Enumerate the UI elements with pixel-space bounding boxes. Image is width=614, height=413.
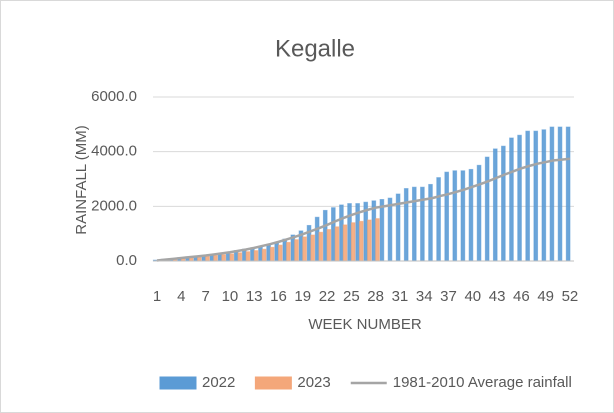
bar [266,244,271,262]
bar [245,251,251,262]
line [156,157,571,262]
bar [411,186,417,262]
chart-title: Kegalle [275,35,355,62]
legend-swatch [159,376,197,390]
bar [525,130,530,262]
bar [326,229,332,262]
bar [310,234,316,262]
bar [318,231,324,262]
bar [436,177,441,262]
x-tick-label: 43 [489,288,506,305]
bar [541,129,547,262]
x-tick-label: 4 [177,288,185,305]
x-tick-label: 16 [270,288,287,305]
x-axis-title: WEEK NUMBER [308,316,422,333]
x-tick-label: 1 [153,288,161,305]
bar [261,248,267,262]
x-tick-label: 31 [392,288,409,305]
bar [253,250,259,262]
y-tick-label: 0.0 [116,252,137,269]
bar [294,239,299,262]
bar [331,207,336,262]
x-tick-label: 7 [201,288,209,305]
bar [444,171,450,262]
bar [358,220,364,262]
bar [557,126,563,262]
bar [387,197,393,262]
bar [375,218,380,262]
bar [334,226,340,262]
x-tick-label: 25 [343,288,360,305]
bar [476,164,482,262]
bar [314,216,320,262]
x-tick-label: 52 [562,288,579,305]
bar [428,183,433,262]
bar [258,246,263,262]
legend-label: 1981-2010 Average rainfall [393,374,572,391]
bar [213,255,218,262]
x-tick-label: 22 [319,288,336,305]
x-tick-label: 13 [246,288,263,305]
x-tick-label: 49 [537,288,554,305]
bar [371,200,377,262]
bar [379,199,385,262]
bar [339,204,344,262]
y-tick-label: 4000.0 [91,143,137,160]
x-tick-label: 10 [222,288,239,305]
bar [420,186,425,262]
x-tick-label: 40 [464,288,481,305]
legend-label: 2022 [202,374,235,391]
bar [342,224,348,262]
x-tick-label: 46 [513,288,530,305]
x-tick-label: 28 [367,288,384,305]
bar [452,170,458,262]
bar [468,168,474,262]
bar [302,236,307,262]
bar [509,137,514,262]
bar [501,145,506,262]
bar [367,219,372,262]
bar [549,126,555,262]
legend-swatch [254,376,292,390]
x-tick-label: 34 [416,288,433,305]
bar [350,222,356,262]
legend-label: 2023 [297,374,330,391]
bar [282,238,288,262]
bar [322,209,328,262]
bar [565,126,571,262]
bar [250,247,255,262]
x-tick-label: 19 [294,288,311,305]
bar [484,156,490,262]
bar [229,253,235,262]
bar [277,244,283,262]
bar [286,241,291,262]
bar [347,203,352,262]
bar [460,170,466,262]
bar [533,130,539,262]
bar [403,188,409,262]
bar [274,241,279,262]
bar [517,134,522,262]
y-axis-title: RAINFALL (MM) [73,125,90,234]
bar [221,254,226,262]
y-tick-label: 2000.0 [91,197,137,214]
bar [492,148,498,262]
bar [269,246,275,262]
y-tick-label: 6000.0 [91,88,137,105]
bar [205,255,210,262]
bar [237,252,243,262]
x-tick-label: 37 [440,288,457,305]
